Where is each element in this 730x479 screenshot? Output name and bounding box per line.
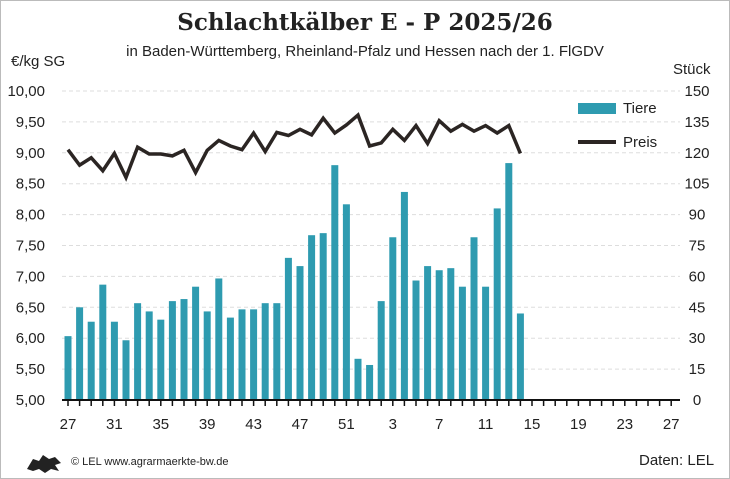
x-tick-label: 3 — [389, 416, 397, 433]
bar-tiere — [377, 301, 385, 400]
bar-tiere — [226, 317, 234, 400]
y-tick-label: 7,50 — [16, 238, 45, 255]
y-tick-label: 5,00 — [16, 392, 45, 409]
y-tick-label: 9,00 — [16, 145, 45, 162]
y2-tick-label: 135 — [684, 114, 709, 131]
y2-tick-label: 120 — [684, 145, 709, 162]
bar-tiere — [400, 191, 408, 400]
bar-tiere — [273, 303, 281, 400]
y2-tick-label: 30 — [689, 330, 706, 347]
bar-tiere — [412, 280, 420, 400]
bar-tiere — [505, 163, 513, 400]
bar-tiere — [296, 266, 304, 400]
legend-swatch-tiere — [578, 103, 616, 114]
bar-tiere — [250, 309, 258, 400]
bar-tiere — [308, 235, 316, 400]
y2-axis-label: Stück — [673, 61, 711, 78]
bar-tiere — [482, 286, 490, 400]
bar-tiere — [493, 208, 501, 400]
bar-tiere — [354, 358, 362, 400]
y-tick-label: 10,00 — [7, 83, 45, 100]
legend-label-tiere: Tiere — [623, 100, 657, 117]
y2-tick-label: 0 — [693, 392, 701, 409]
bar-tiere — [122, 340, 130, 400]
bar-tiere — [76, 307, 84, 400]
bar-tiere — [180, 299, 188, 400]
bar-tiere — [516, 313, 524, 400]
bar-tiere — [203, 311, 211, 400]
x-tick-label: 7 — [435, 416, 443, 433]
bar-tiere — [331, 165, 339, 400]
bar-tiere — [389, 237, 397, 400]
x-tick-label: 51 — [338, 416, 355, 433]
chart-title: Schlachtkälber E - P 2025/26 — [177, 9, 553, 36]
bar-tiere — [458, 286, 466, 400]
bar-tiere — [64, 336, 72, 400]
x-tick-label: 15 — [524, 416, 541, 433]
bar-tiere — [134, 303, 142, 400]
source-text: Daten: LEL — [639, 452, 715, 469]
bar-tiere — [435, 270, 443, 400]
bar-tiere — [87, 321, 95, 400]
copyright-text: © LEL www.agrarmaerkte-bw.de — [71, 456, 229, 468]
y2-tick-label: 150 — [684, 83, 709, 100]
bar-tiere — [284, 257, 292, 400]
line-preis — [66, 112, 523, 182]
y-tick-label: 8,50 — [16, 176, 45, 193]
x-tick-label: 27 — [60, 416, 77, 433]
bar-tiere — [447, 268, 455, 400]
x-tick-label: 47 — [292, 416, 309, 433]
bar-tiere — [342, 204, 350, 400]
y2-tick-label: 60 — [689, 268, 706, 285]
bar-tiere — [261, 303, 269, 400]
lion-logo-icon — [27, 455, 61, 473]
bar-tiere — [424, 266, 432, 400]
x-tick-label: 39 — [199, 416, 216, 433]
y2-tick-label: 45 — [689, 299, 706, 316]
bar-tiere — [366, 364, 374, 400]
bar-tiere — [157, 319, 165, 400]
x-tick-label: 43 — [245, 416, 262, 433]
legend-label-preis: Preis — [623, 134, 657, 151]
y2-tick-label: 105 — [684, 176, 709, 193]
y-tick-label: 7,00 — [16, 268, 45, 285]
x-tick-label: 23 — [616, 416, 633, 433]
bar-tiere — [238, 309, 246, 400]
bar-tiere — [168, 301, 176, 400]
y-tick-label: 6,50 — [16, 299, 45, 316]
bar-tiere — [215, 278, 223, 400]
y2-tick-label: 90 — [689, 207, 706, 224]
chart-subtitle: in Baden-Württemberg, Rheinland-Pfalz un… — [126, 43, 604, 60]
x-tick-label: 11 — [478, 416, 494, 433]
y-tick-label: 6,00 — [16, 330, 45, 347]
bar-tiere — [319, 233, 327, 400]
y-tick-label: 5,50 — [16, 361, 45, 378]
bar-tiere — [145, 311, 153, 400]
x-tick-label: 19 — [570, 416, 587, 433]
y-tick-label: 9,50 — [16, 114, 45, 131]
y-tick-label: 8,00 — [16, 207, 45, 224]
bar-tiere — [110, 321, 118, 400]
x-tick-label: 27 — [663, 416, 680, 433]
x-tick-label: 35 — [152, 416, 169, 433]
bar-tiere — [99, 284, 107, 400]
x-tick-label: 31 — [106, 416, 123, 433]
bar-tiere — [470, 237, 478, 400]
y-axis-label: €/kg SG — [11, 53, 66, 70]
bar-tiere — [192, 286, 200, 400]
y2-tick-label: 15 — [689, 361, 706, 378]
y2-tick-label: 75 — [689, 238, 706, 255]
